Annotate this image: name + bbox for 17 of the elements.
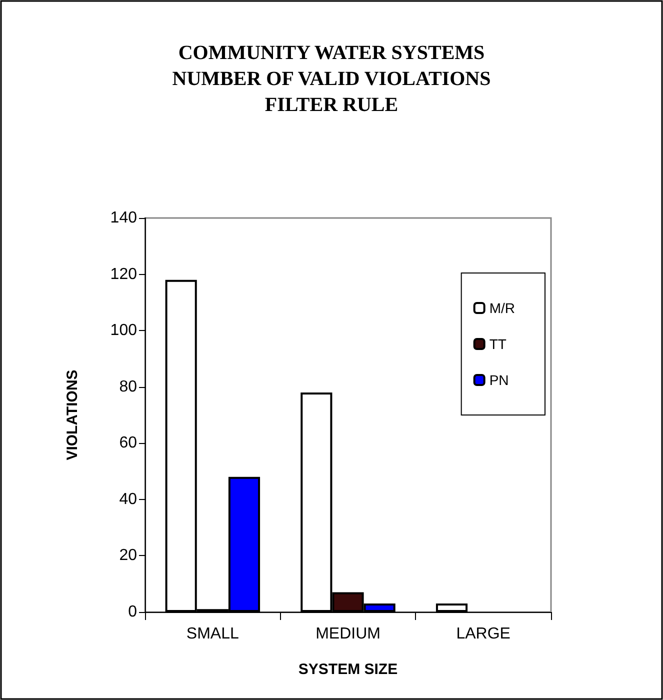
y-tick-label: 80: [119, 378, 138, 396]
y-tick-label: 0: [128, 604, 138, 620]
y-axis-title: VIOLATIONS: [64, 370, 81, 460]
legend-label: PN: [489, 372, 509, 388]
x-tick-label: MEDIUM: [316, 626, 380, 642]
y-tick-label: 60: [119, 434, 138, 452]
y-tick-label: 120: [110, 266, 138, 283]
y-tick-label: 140: [110, 210, 138, 226]
x-axis-title: SYSTEM SIZE: [298, 661, 398, 678]
y-tick-label: 20: [119, 547, 138, 564]
y-tick-label: 40: [119, 490, 138, 508]
x-tick-label: SMALL: [186, 626, 240, 642]
legend-label: TT: [489, 336, 507, 352]
chart-title: COMMUNITY WATER SYSTEMS NUMBER OF VALID VIOLATIONS FILTER RULE: [172, 42, 491, 116]
legend-label: M/R: [489, 300, 516, 316]
y-tick-label: 100: [110, 322, 138, 340]
x-tick-label: LARGE: [456, 626, 510, 642]
